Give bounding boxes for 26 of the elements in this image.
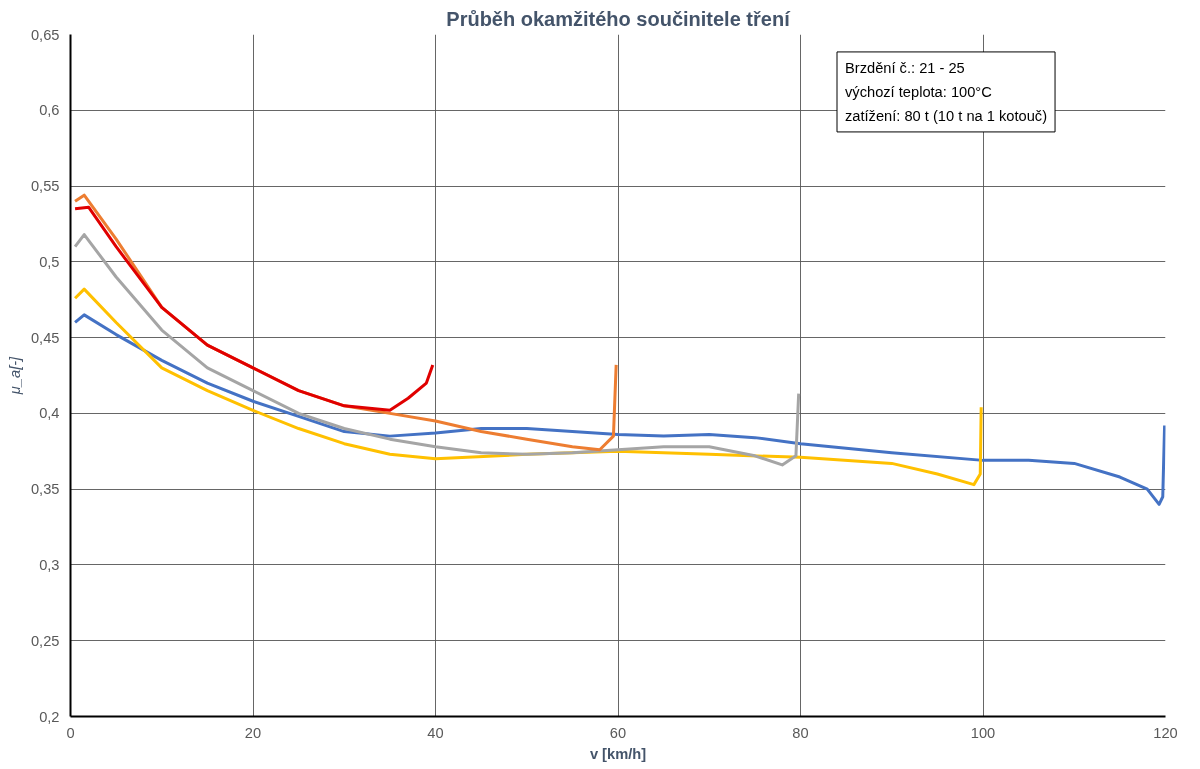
y-tick-label: 0,6 <box>39 102 60 119</box>
x-tick-label: 100 <box>970 724 996 741</box>
y-tick-label: 0,2 <box>39 708 60 725</box>
y-tick-label: 0,25 <box>30 632 60 649</box>
y-tick-label: 0,5 <box>39 253 60 270</box>
line-series <box>73 233 801 467</box>
y-tick-label: 0,55 <box>30 178 60 195</box>
line-series <box>73 313 1166 506</box>
x-tick-label: 0 <box>66 724 75 741</box>
x-axis-title: v [km/h] <box>589 745 647 762</box>
x-tick-label: 60 <box>609 724 627 741</box>
chart-title: Průběh okamžitého součinitele tření <box>446 7 792 30</box>
y-tick-label: 0,35 <box>30 481 60 498</box>
y-axis-title: μ_a[-] <box>6 355 23 396</box>
y-tick-label: 0,65 <box>30 26 60 43</box>
y-tick-label: 0,3 <box>39 556 60 573</box>
x-tick-label: 120 <box>1153 724 1178 741</box>
x-tick-label: 40 <box>427 724 444 741</box>
y-tick-label: 0,45 <box>30 329 60 346</box>
annotation: výchozí teplota: 100°C <box>845 83 993 100</box>
line-series <box>73 205 435 412</box>
x-tick-label: 80 <box>792 724 809 741</box>
annotation: Brzdění č.: 21 - 25 <box>845 59 965 76</box>
x-tick-label: 20 <box>244 724 262 741</box>
y-tick-label: 0,4 <box>39 405 60 422</box>
annotation: zatížení: 80 t (10 t na 1 kotouč) <box>845 107 1048 124</box>
